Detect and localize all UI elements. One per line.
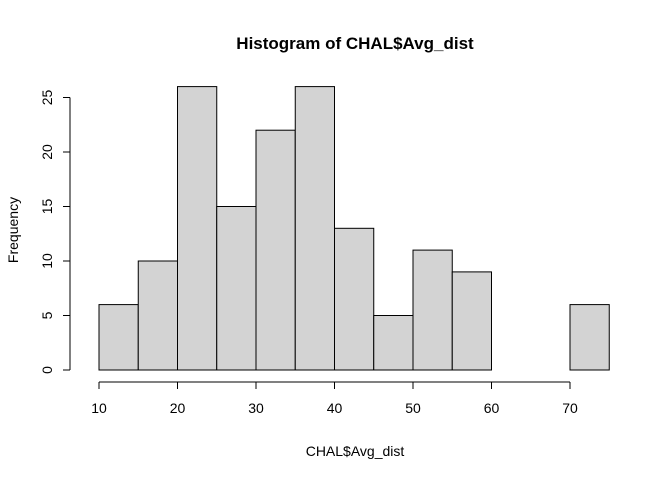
- y-axis: 0 5 10 15 20 25: [39, 90, 71, 374]
- x-axis: 10 20 30 40 50 60 70: [91, 381, 578, 416]
- histogram-bar: [373, 315, 414, 371]
- y-tick-label: 0: [39, 366, 55, 374]
- x-tick-label: 50: [405, 400, 421, 416]
- y-tick-label: 5: [39, 311, 55, 319]
- x-tick-label: 20: [170, 400, 186, 416]
- histogram-bar: [98, 304, 139, 371]
- y-tick-label: 10: [39, 253, 55, 269]
- y-axis-label: Frequency: [5, 197, 21, 263]
- x-tick-label: 40: [327, 400, 343, 416]
- x-tick-label: 70: [562, 400, 578, 416]
- chart-title: Histogram of CHAL$Avg_dist: [236, 34, 474, 53]
- histogram-bar: [451, 271, 492, 371]
- histogram-bar: [334, 227, 375, 371]
- histogram-bar: [294, 86, 335, 371]
- histogram-bar: [412, 249, 453, 371]
- histogram-bar: [137, 260, 178, 371]
- histogram-bar: [177, 86, 218, 371]
- x-tick-label: 10: [91, 400, 107, 416]
- x-tick-label: 60: [484, 400, 500, 416]
- x-tick-label: 30: [248, 400, 264, 416]
- histogram-bar: [569, 304, 610, 371]
- x-axis-label: CHAL$Avg_dist: [306, 443, 405, 459]
- y-tick-label: 25: [39, 90, 55, 106]
- y-tick-label: 20: [39, 144, 55, 160]
- bars-group: [98, 86, 610, 371]
- histogram-bar: [255, 129, 296, 371]
- histogram-bar: [216, 206, 257, 371]
- y-tick-label: 15: [39, 199, 55, 215]
